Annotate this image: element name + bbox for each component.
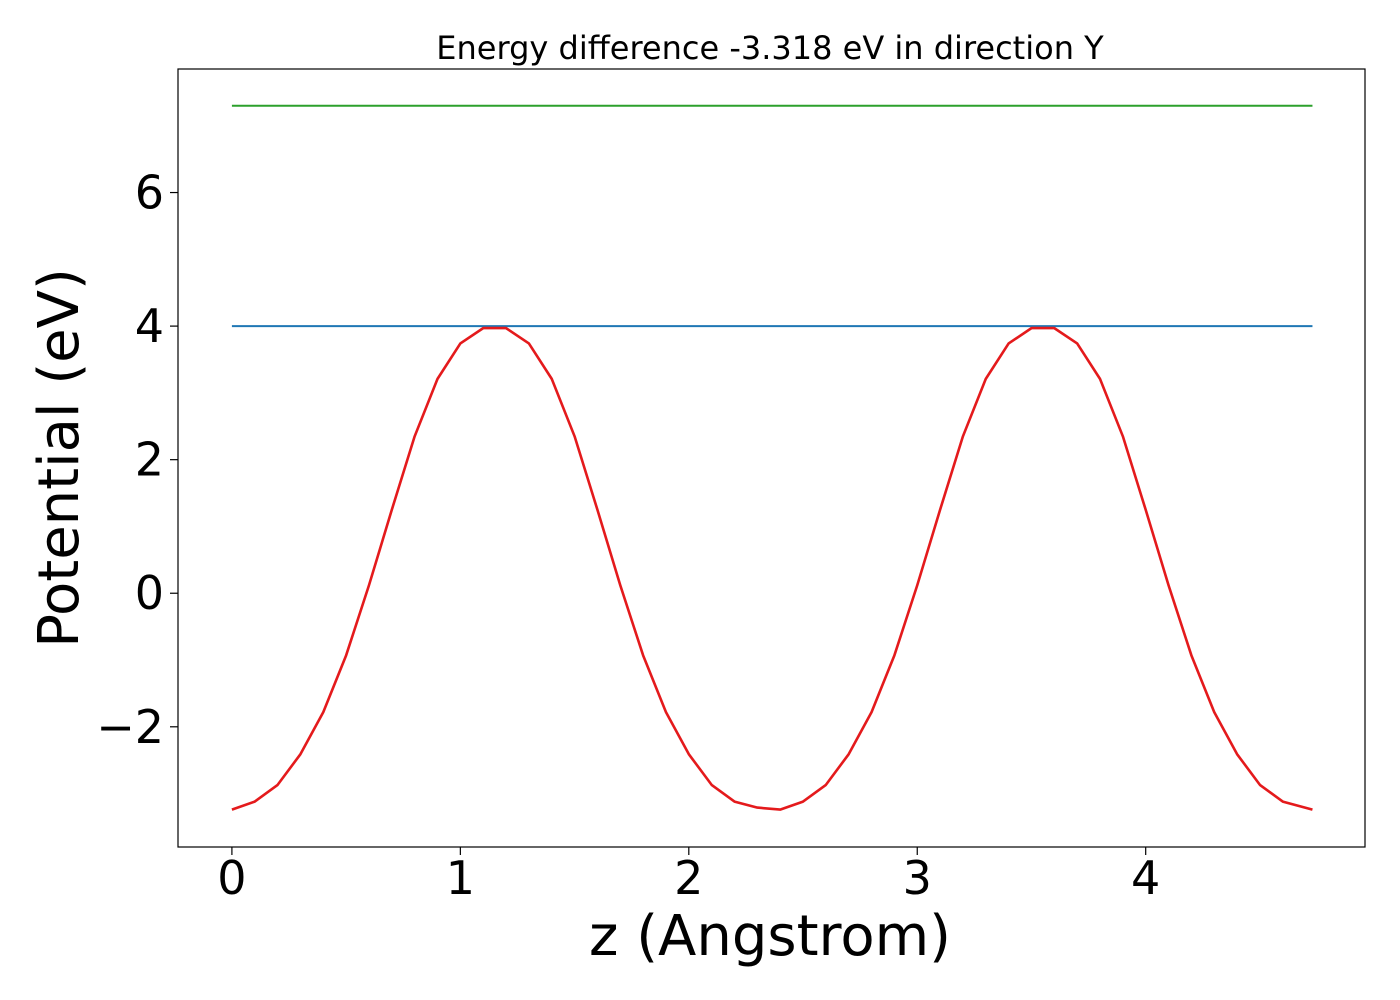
y-axis-label: Potential (eV) <box>27 268 92 648</box>
x-axis-label: z (Angstrom) <box>589 904 951 969</box>
y-axis-ticks: −2 0 2 4 6 <box>96 166 178 754</box>
x-tick-label: 0 <box>217 851 246 905</box>
x-tick-label: 4 <box>1131 851 1160 905</box>
series-line-2 <box>231 326 1313 811</box>
y-tick-label: 0 <box>135 566 164 620</box>
x-tick-label: 3 <box>903 851 932 905</box>
series-layer <box>231 104 1313 811</box>
y-tick-label: 6 <box>135 166 164 220</box>
y-tick-label: 4 <box>135 299 164 353</box>
y-tick-label: −2 <box>96 700 164 754</box>
x-axis-ticks: 0 1 2 3 4 <box>217 847 1160 905</box>
x-tick-label: 1 <box>446 851 475 905</box>
chart-title: Energy difference -3.318 eV in direction… <box>436 29 1104 67</box>
plot-frame <box>177 68 1366 848</box>
x-tick-label: 2 <box>674 851 703 905</box>
y-tick-label: 2 <box>135 433 164 487</box>
